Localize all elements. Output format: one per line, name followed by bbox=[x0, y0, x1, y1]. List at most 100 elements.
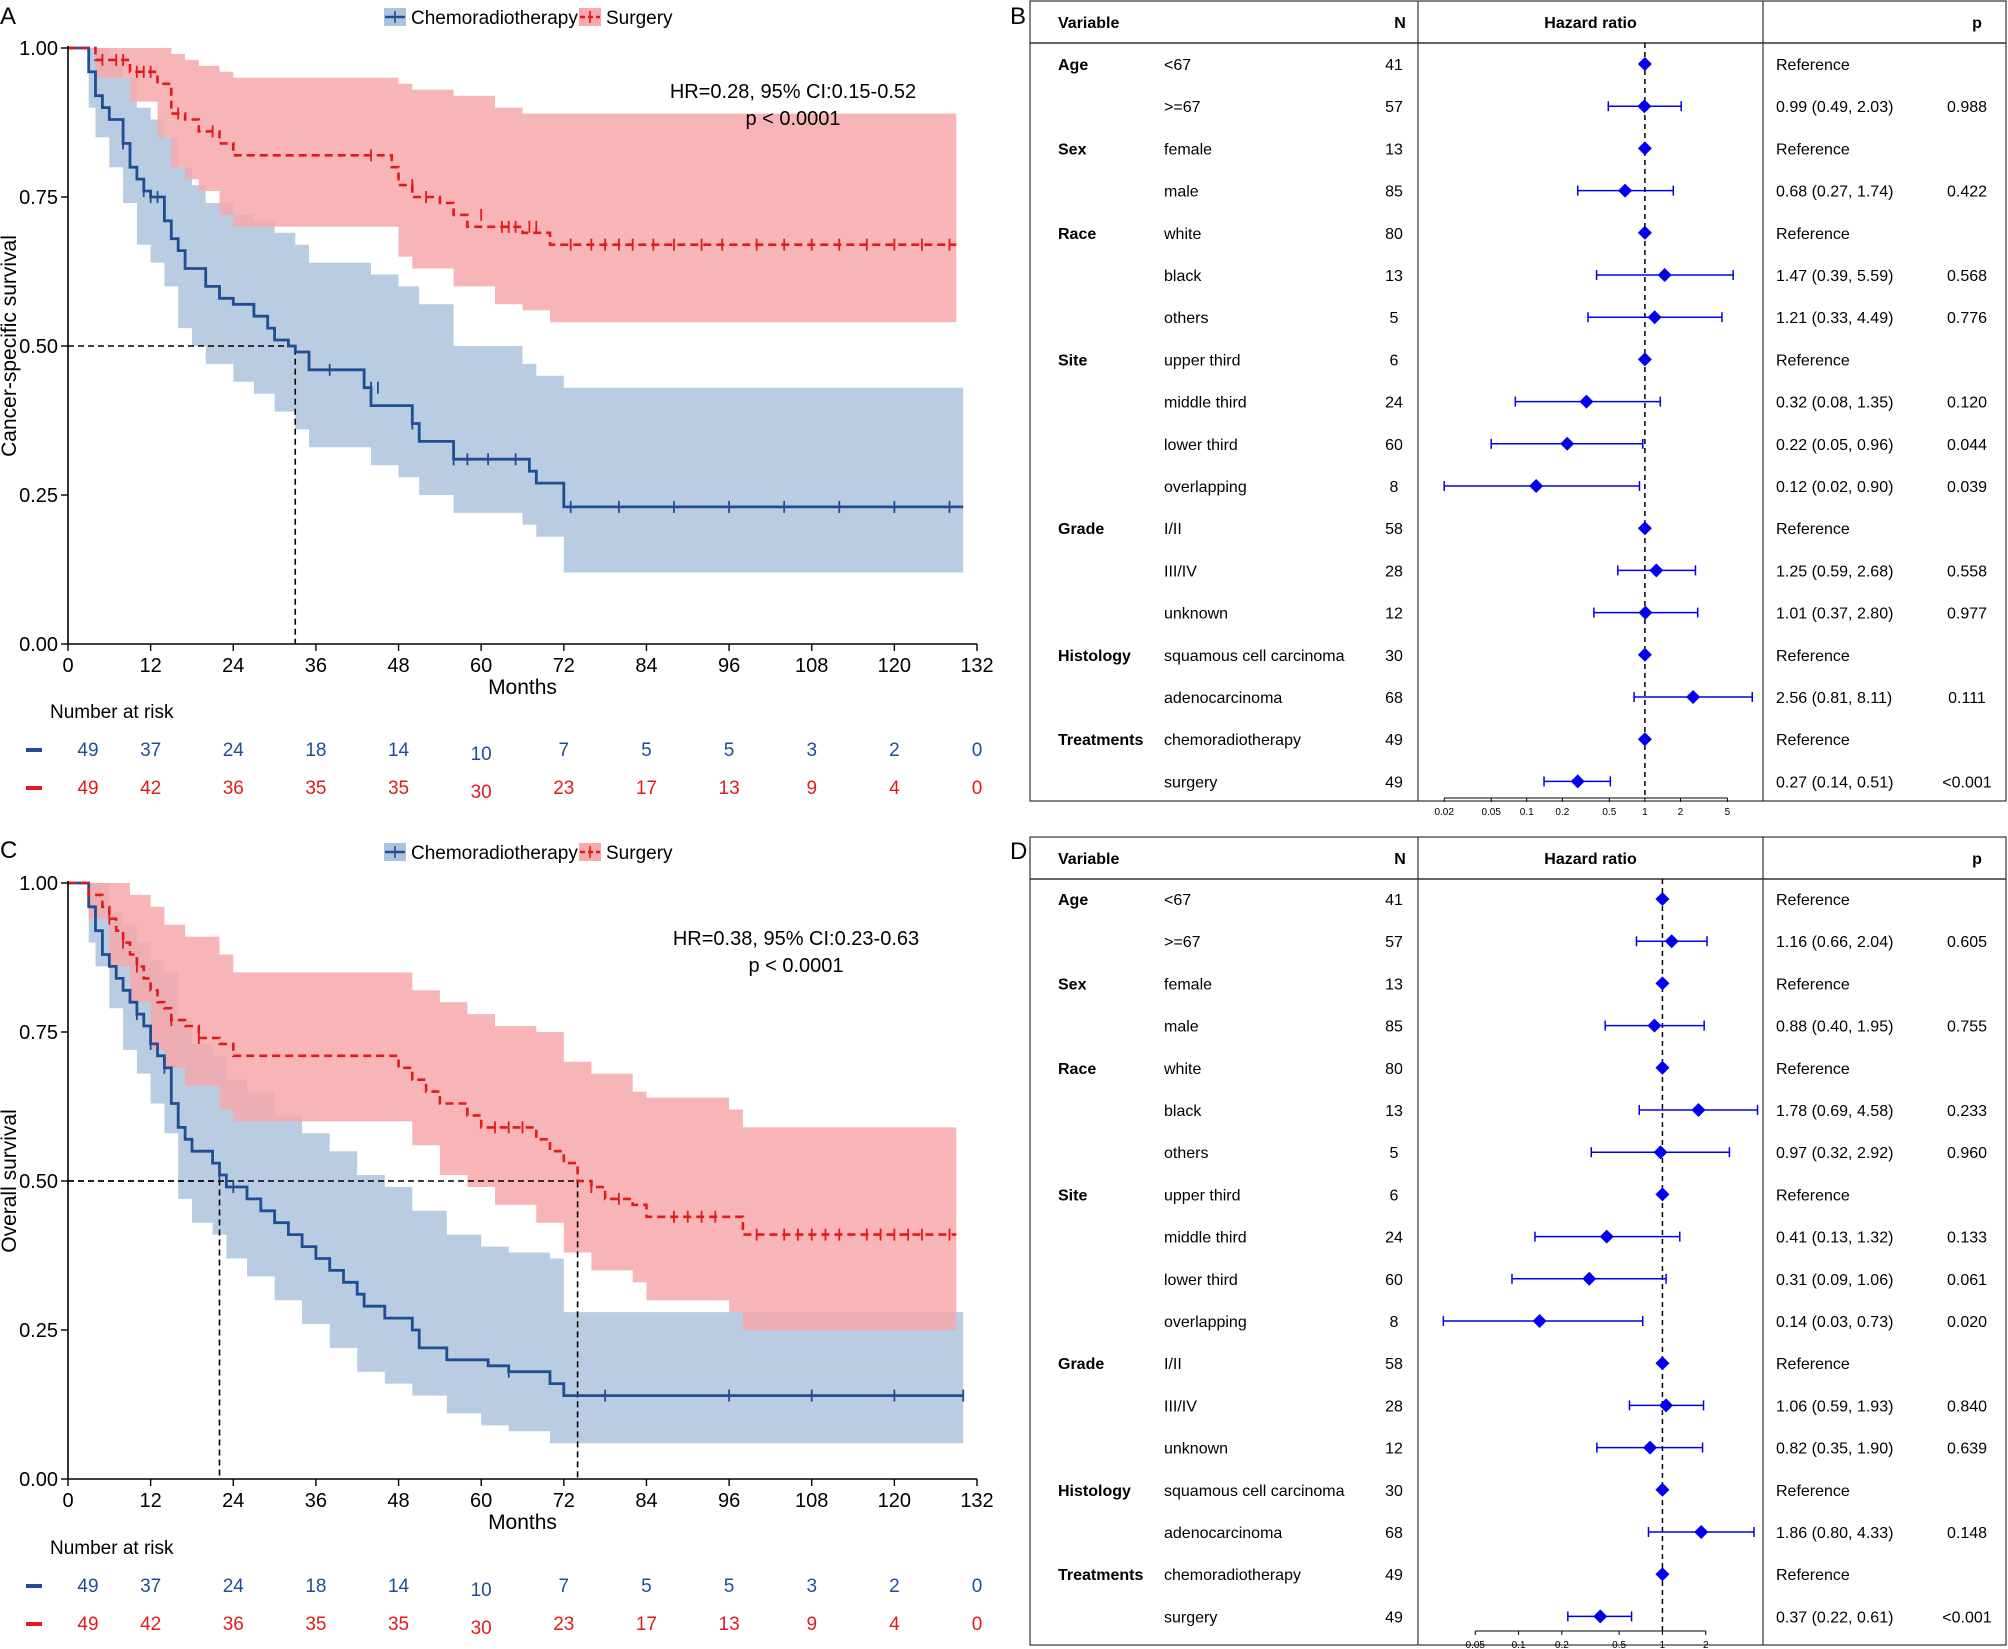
risk-count: 23 bbox=[553, 778, 574, 799]
variable-level-label: black bbox=[1164, 1103, 1202, 1120]
variable-group-label: Age bbox=[1058, 892, 1088, 909]
variable-level-label: overlapping bbox=[1164, 479, 1247, 496]
n-value: 8 bbox=[1390, 1314, 1399, 1331]
variable-level-label: I/II bbox=[1164, 521, 1182, 538]
y-axis-title: Cancer-specific survival bbox=[0, 235, 21, 457]
x-tick-label: 0 bbox=[62, 1490, 73, 1512]
hr-axis-tick-label: 1 bbox=[1660, 1640, 1666, 1649]
risk-count: 37 bbox=[140, 1576, 161, 1597]
variable-group-label: Treatments bbox=[1058, 1567, 1143, 1584]
risk-count: 3 bbox=[806, 1576, 817, 1597]
x-tick-label: 72 bbox=[553, 1490, 575, 1512]
risk-count: 42 bbox=[140, 1614, 161, 1635]
n-value: 30 bbox=[1385, 1483, 1403, 1500]
y-tick-label: 0.25 bbox=[19, 1320, 58, 1342]
hr-point-marker bbox=[1637, 99, 1652, 114]
hr-annotation: HR=0.28, 95% CI:0.15-0.52 bbox=[670, 81, 916, 103]
variable-level-label: white bbox=[1163, 226, 1201, 243]
hr-ci-text: 0.88 (0.40, 1.95) bbox=[1776, 1019, 1893, 1036]
risk-count: 49 bbox=[77, 1576, 98, 1597]
hr-ci-text: Reference bbox=[1776, 732, 1850, 749]
risk-count: 49 bbox=[77, 778, 98, 799]
variable-level-label: female bbox=[1164, 976, 1212, 993]
p-value: 0.111 bbox=[1948, 690, 1986, 707]
panel-letter: D bbox=[1010, 838, 1027, 865]
variable-level-label: lower third bbox=[1164, 437, 1238, 454]
variable-level-label: chemoradiotherapy bbox=[1164, 732, 1301, 749]
hr-ci-text: 1.25 (0.59, 2.68) bbox=[1776, 563, 1893, 580]
risk-count: 5 bbox=[724, 740, 735, 761]
risk-count: 30 bbox=[471, 782, 492, 803]
risk-count: 2 bbox=[889, 1576, 900, 1597]
variable-group-label: Sex bbox=[1058, 141, 1087, 158]
risk-count: 30 bbox=[471, 1618, 492, 1639]
hr-ci-text: Reference bbox=[1776, 976, 1850, 993]
hr-point-marker bbox=[1570, 774, 1585, 789]
variable-group-label: Grade bbox=[1058, 521, 1104, 538]
variable-level-label: male bbox=[1164, 184, 1199, 201]
variable-level-label: squamous cell carcinoma bbox=[1164, 1483, 1345, 1500]
hr-ci-text: 1.21 (0.33, 4.49) bbox=[1776, 310, 1893, 327]
variable-group-label: Site bbox=[1058, 352, 1087, 369]
hr-ci-text: 1.06 (0.59, 1.93) bbox=[1776, 1398, 1893, 1415]
hr-point-marker bbox=[1637, 521, 1652, 536]
hr-point-marker bbox=[1647, 1018, 1662, 1033]
n-value: 41 bbox=[1385, 892, 1403, 909]
n-value: 12 bbox=[1385, 1441, 1403, 1458]
variable-level-label: I/II bbox=[1164, 1356, 1182, 1373]
variable-level-label: adenocarcinoma bbox=[1164, 690, 1282, 707]
risk-count: 5 bbox=[724, 1576, 735, 1597]
hr-axis-tick-label: 0.5 bbox=[1602, 807, 1616, 818]
p-value: 0.988 bbox=[1947, 99, 1987, 116]
hr-point-marker bbox=[1637, 732, 1652, 747]
hr-axis-tick-label: 0.1 bbox=[1520, 807, 1534, 818]
p-value: 0.605 bbox=[1947, 934, 1987, 951]
x-axis-title: Months bbox=[488, 676, 557, 699]
p-value: 0.020 bbox=[1947, 1314, 1987, 1331]
p-value: 0.233 bbox=[1947, 1103, 1987, 1120]
risk-count: 4 bbox=[889, 778, 900, 799]
hr-point-marker bbox=[1529, 479, 1544, 493]
surgery-confidence-band bbox=[68, 883, 957, 1330]
n-value: 60 bbox=[1385, 437, 1403, 454]
surgery-survival-curve bbox=[68, 46, 957, 246]
y-axis-title: Overall survival bbox=[0, 1109, 21, 1253]
p-value: 0.061 bbox=[1947, 1272, 1987, 1289]
n-value: 57 bbox=[1385, 934, 1403, 951]
risk-count: 18 bbox=[305, 740, 326, 761]
p-value-annotation: p < 0.0001 bbox=[745, 108, 840, 130]
n-value: 6 bbox=[1390, 1187, 1399, 1204]
y-tick-label: 0.75 bbox=[19, 1022, 58, 1044]
n-value: 5 bbox=[1390, 310, 1399, 327]
header-variable: Variable bbox=[1058, 851, 1119, 868]
hr-point-marker bbox=[1643, 1440, 1658, 1455]
header-n: N bbox=[1394, 851, 1406, 868]
variable-level-label: >=67 bbox=[1164, 99, 1201, 116]
hr-point-marker bbox=[1653, 1145, 1668, 1160]
x-tick-label: 36 bbox=[305, 1490, 327, 1512]
x-tick-label: 84 bbox=[635, 1490, 657, 1512]
hr-ci-text: 0.68 (0.27, 1.74) bbox=[1776, 184, 1893, 201]
hr-axis-tick-label: 2 bbox=[1678, 807, 1684, 818]
p-value: 0.776 bbox=[1947, 310, 1987, 327]
hr-axis-tick-label: 0.05 bbox=[1481, 807, 1501, 818]
variable-group-label: Race bbox=[1058, 1061, 1096, 1078]
hr-point-marker bbox=[1655, 1356, 1670, 1371]
hr-ci-text: Reference bbox=[1776, 1483, 1850, 1500]
n-value: 85 bbox=[1385, 184, 1403, 201]
p-value: <0.001 bbox=[1942, 774, 1991, 791]
risk-count: 14 bbox=[388, 1576, 410, 1597]
x-axis-title: Months bbox=[488, 1511, 557, 1534]
hr-ci-text: 0.12 (0.02, 0.90) bbox=[1776, 479, 1893, 496]
chemo-confidence-band bbox=[68, 48, 964, 573]
variable-level-label: white bbox=[1163, 1061, 1201, 1078]
y-tick-label: 0.00 bbox=[19, 634, 58, 656]
n-value: 85 bbox=[1385, 1019, 1403, 1036]
hr-ci-text: 1.16 (0.66, 2.04) bbox=[1776, 934, 1893, 951]
risk-count: 17 bbox=[636, 1614, 657, 1635]
hr-ci-text: Reference bbox=[1776, 1567, 1850, 1584]
surgery-confidence-band bbox=[68, 48, 957, 323]
n-value: 30 bbox=[1385, 648, 1403, 665]
variable-level-label: others bbox=[1164, 310, 1208, 327]
variable-level-label: chemoradiotherapy bbox=[1164, 1567, 1301, 1584]
